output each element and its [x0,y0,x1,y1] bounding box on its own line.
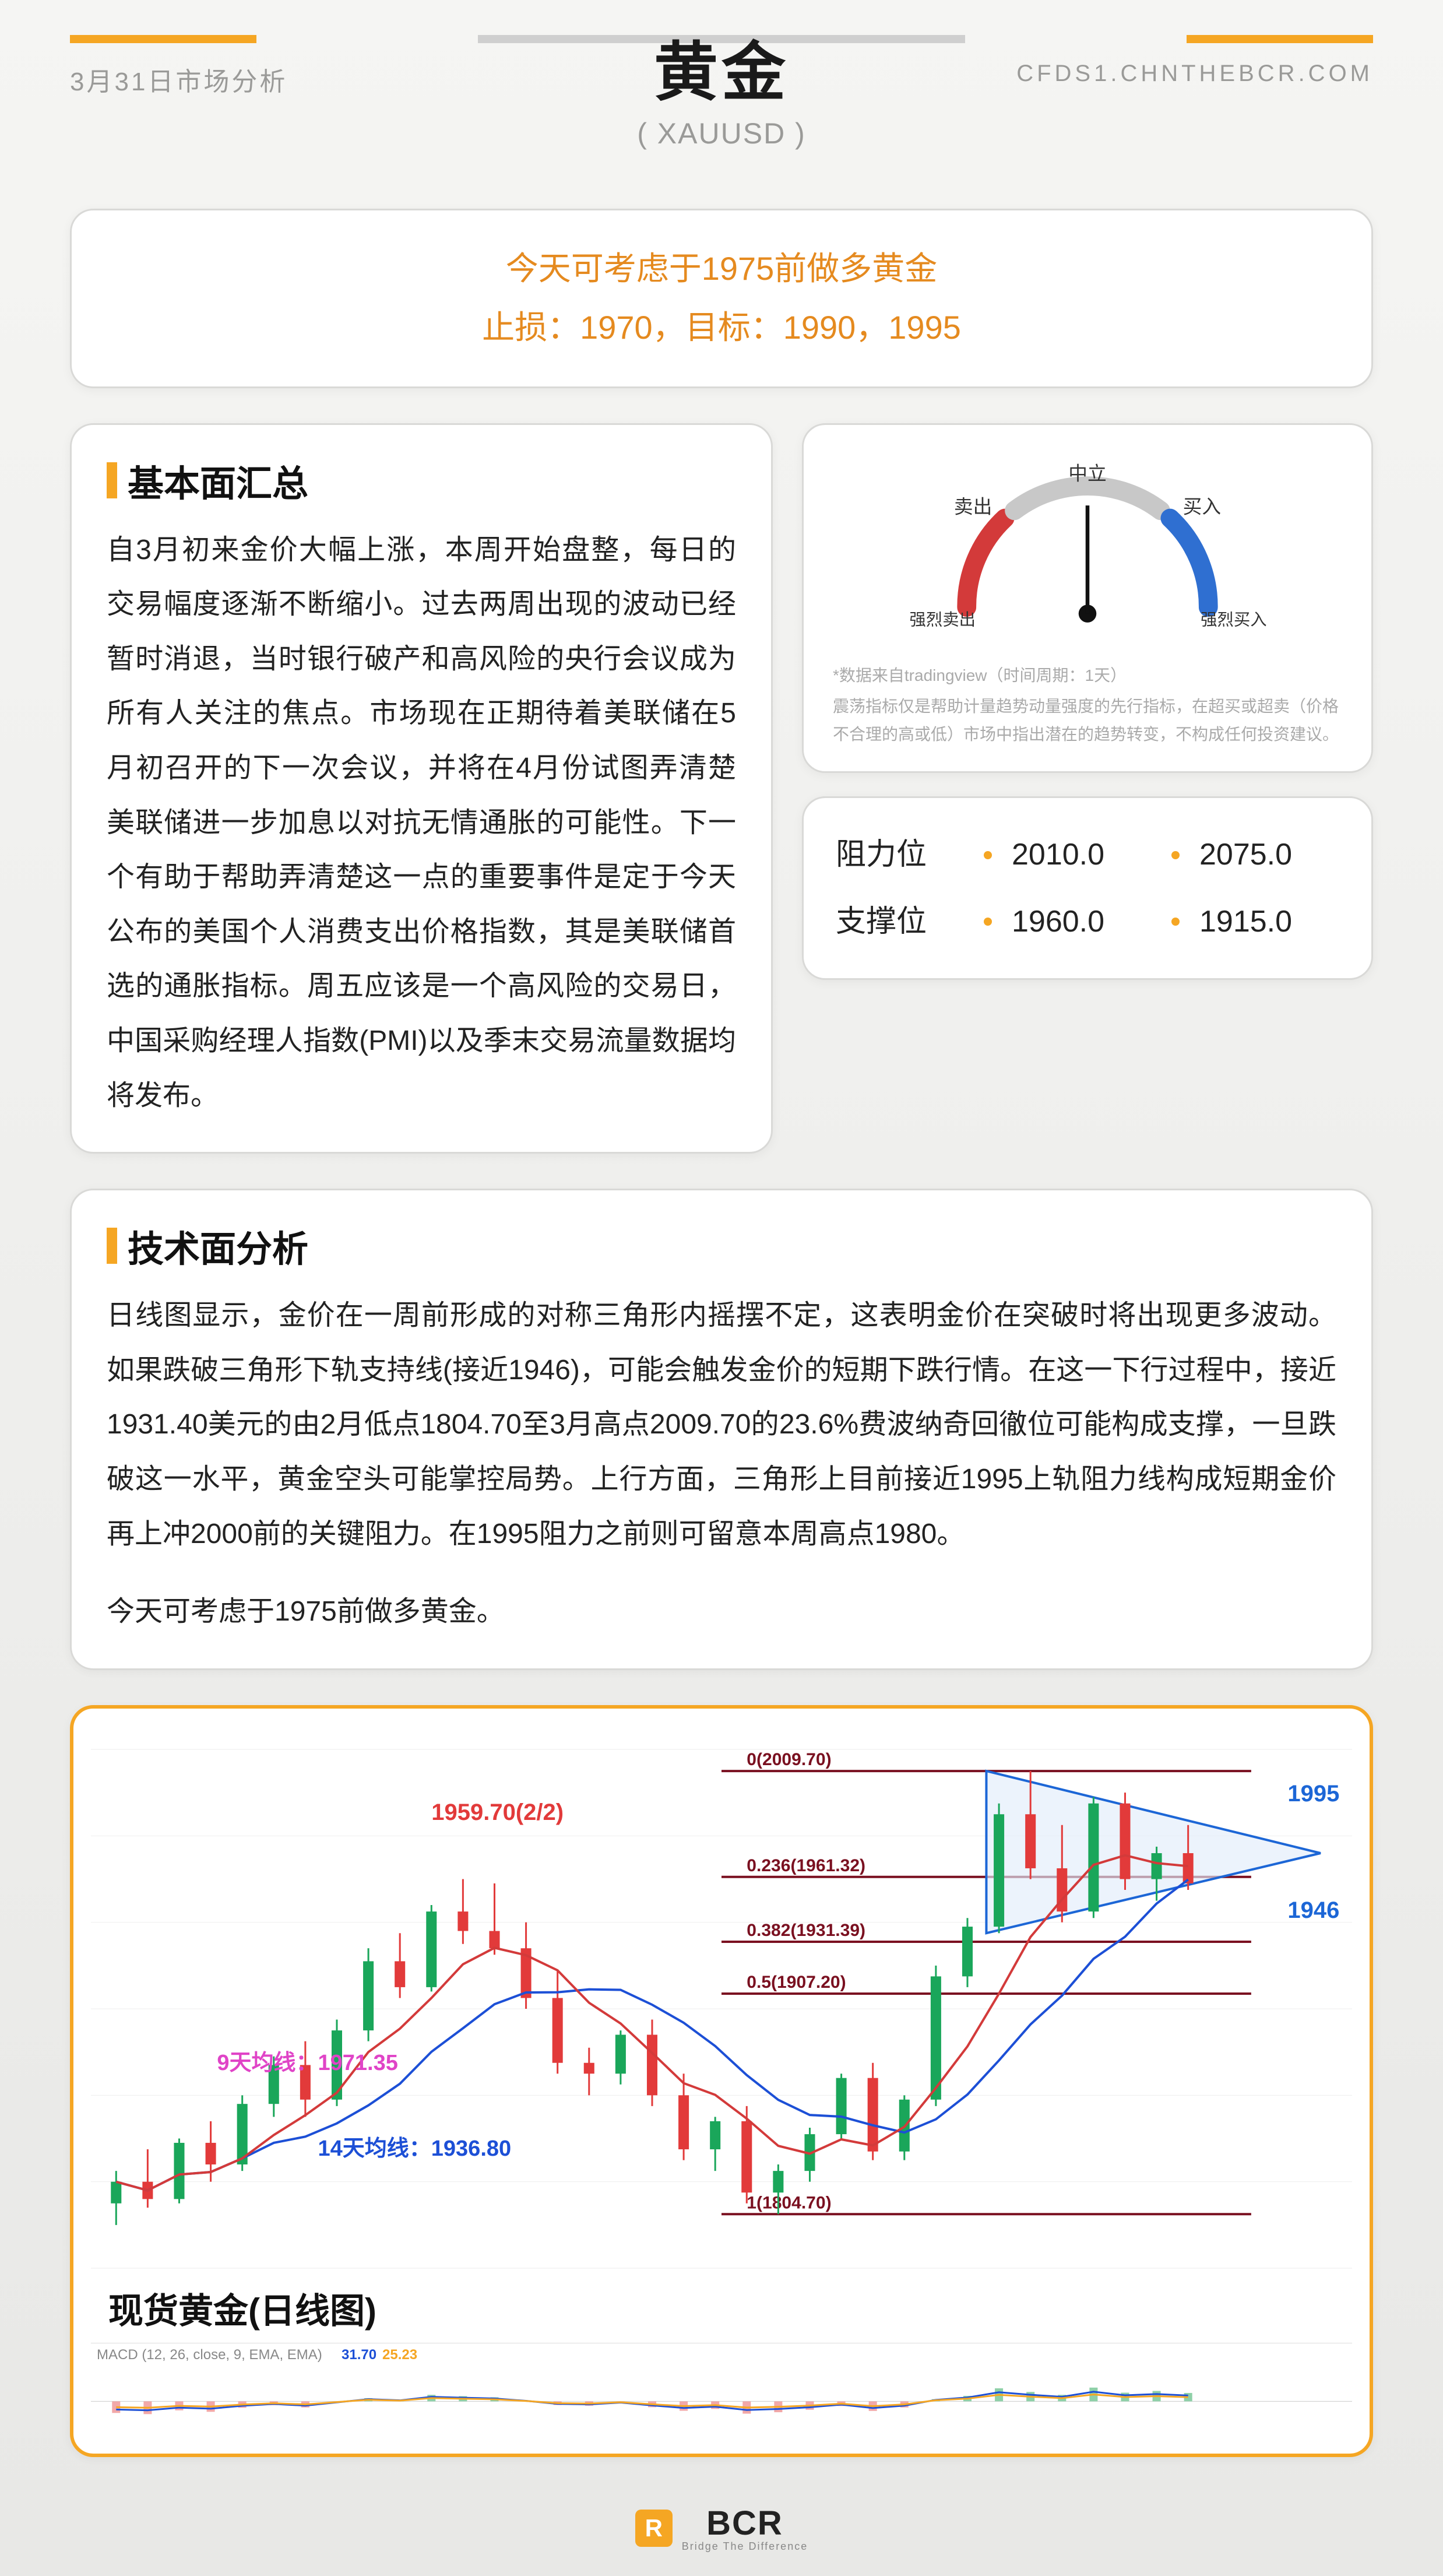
macd-v2: 25.23 [382,2347,417,2363]
report-date: 3月31日市场分析 [70,61,287,98]
logo-icon: R [635,2510,673,2547]
macd-v1: 31.70 [342,2347,376,2363]
chart-title: 现货黄金(日线图) [108,2283,376,2333]
bullet-icon [984,851,992,859]
footer: R BCR Bridge The Difference [70,2504,1373,2553]
levels-card: 阻力位 2010.0 2075.0 支撑位 1960.0 1915.0 [802,796,1373,980]
triangle-lower: 1946 [1287,1897,1339,1924]
gauge-disclaimer: 震荡指标仅是帮助计量趋势动量强度的先行指标，在超买或超卖（价格不合理的高或低）市… [833,693,1342,748]
brand-tagline: Bridge The Difference [682,2540,808,2553]
site-url: CFDS1.CHNTHEBCR.COM [1016,61,1373,87]
accent-bar [107,1228,117,1264]
support-1: 1960.0 [1012,888,1152,955]
chart-ma14-label: 14天均线：1936.80 [318,2130,512,2162]
svg-text:1(1804.70): 1(1804.70) [747,2193,831,2212]
support-label: 支撑位 [836,888,964,955]
title-main: 黄金 [637,20,805,113]
resistance-1: 2010.0 [1012,821,1152,888]
fundamental-title: 基本面汇总 [128,454,308,507]
support-2: 1915.0 [1199,888,1339,955]
technical-card: 技术面分析 日线图显示，金价在一周前形成的对称三角形内摇摆不定，这表明金价在突破… [70,1189,1373,1670]
bullet-icon [984,918,992,926]
resistance-label: 阻力位 [836,821,964,888]
sentiment-gauge: 中立 卖出 买入 强烈卖出 强烈买入 [833,448,1342,658]
bullet-icon [1171,851,1180,859]
svg-text:0.236(1961.32): 0.236(1961.32) [747,1856,865,1875]
technical-title: 技术面分析 [128,1220,308,1272]
macd-panel: MACD (12, 26, close, 9, EMA, EMA) 31.70 … [91,2343,1352,2442]
gauge-label-buy: 买入 [1183,495,1221,517]
bullet-icon [1171,918,1180,926]
gauge-label-neutral: 中立 [1068,462,1106,484]
chart-peak-label: 1959.70(2/2) [431,1800,564,1826]
title-symbol: ( XAUUSD ) [637,117,805,150]
gauge-label-sell: 卖出 [954,495,992,517]
strategy-card: 今天可考虑于1975前做多黄金 止损：1970，目标：1990，1995 [70,209,1373,388]
svg-text:0(2009.70): 0(2009.70) [747,1750,831,1769]
strategy-line-1: 今天可考虑于1975前做多黄金 [107,240,1336,298]
macd-label: MACD (12, 26, close, 9, EMA, EMA) [97,2347,322,2363]
price-chart-card: 0(2009.70) 0.236(1961.32) 0.382(1931.39) 0.… [70,1705,1373,2457]
svg-text:0.5(1907.20): 0.5(1907.20) [747,1973,846,1992]
brand-name: BCR [682,2504,808,2543]
svg-text:0.382(1931.39): 0.382(1931.39) [747,1921,865,1940]
sentiment-gauge-card: 中立 卖出 买入 强烈卖出 强烈买入 *数据来自tradingview（时间周期… [802,423,1373,774]
gauge-label-ssell: 强烈卖出 [910,610,976,629]
strategy-line-2: 止损：1970，目标：1990，1995 [107,298,1336,357]
triangle-upper: 1995 [1287,1781,1339,1807]
fundamental-card: 基本面汇总 自3月初来金价大幅上涨，本周开始盘整，每日的交易幅度逐渐不断缩小。过… [70,423,773,1154]
fundamental-body: 自3月初来金价大幅上涨，本周开始盘整，每日的交易幅度逐渐不断缩小。过去两周出现的… [107,523,736,1123]
technical-body-2: 今天可考虑于1975前做多黄金。 [107,1584,1336,1639]
resistance-2: 2075.0 [1199,821,1339,888]
accent-bar [107,462,117,498]
technical-body: 日线图显示，金价在一周前形成的对称三角形内摇摆不定，这表明金价在突破时将出现更多… [107,1288,1336,1561]
gauge-label-sbuy: 强烈买入 [1201,610,1266,629]
chart-ma9-label: 9天均线：1971.35 [217,2044,398,2076]
gauge-source: *数据来自tradingview（时间周期：1天） [833,662,1342,690]
page-title-block: 黄金 ( XAUUSD ) [637,20,805,150]
candlestick-chart: 0(2009.70) 0.236(1961.32) 0.382(1931.39) 0.… [91,1726,1352,2338]
